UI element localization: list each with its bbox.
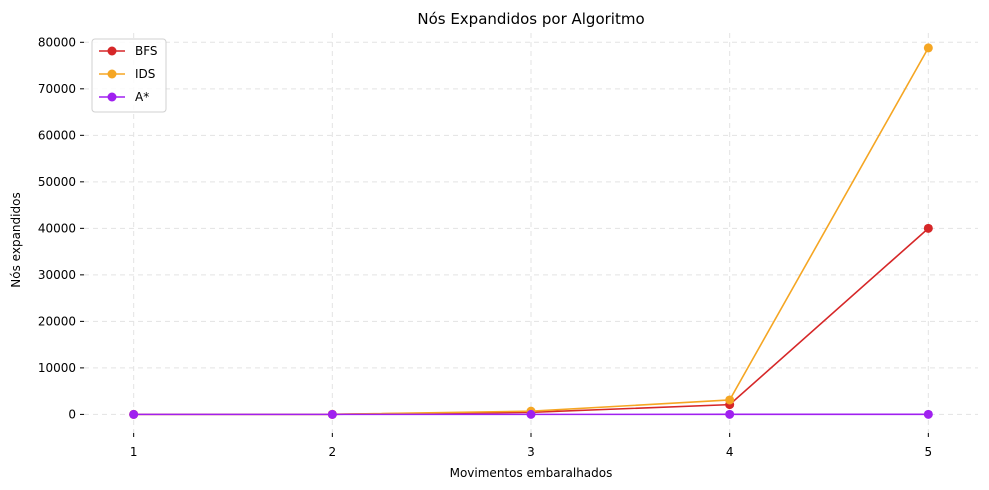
x-tick-label: 1 <box>130 445 138 459</box>
ticks-layer: 1 2 3 4 5 0 10000 20000 30000 40000 50000 60000 7000… <box>38 35 932 459</box>
data-point-ids <box>725 395 735 405</box>
x-tick-label: 4 <box>726 445 734 459</box>
x-tick-label: 2 <box>329 445 337 459</box>
chart-title: Nós Expandidos por Algoritmo <box>417 10 644 28</box>
y-tick-label: 80000 <box>38 35 76 49</box>
y-tick-label: 20000 <box>38 314 76 328</box>
data-point-a <box>327 409 337 419</box>
x-axis-label: Movimentos embaralhados <box>450 466 613 480</box>
legend-label-ids: IDS <box>135 67 155 81</box>
y-tick-label: 0 <box>68 407 76 421</box>
y-tick-label: 30000 <box>38 268 76 282</box>
y-tick-label: 50000 <box>38 175 76 189</box>
grid-layer <box>84 33 978 433</box>
y-tick-label: 60000 <box>38 128 76 142</box>
data-point-ids <box>923 43 933 53</box>
y-axis-label: Nós expandidos <box>9 192 23 287</box>
legend: BFS IDS A* <box>91 38 167 113</box>
data-point-a <box>129 409 139 419</box>
y-tick-label: 10000 <box>38 361 76 375</box>
legend-marker-bfs <box>107 46 117 56</box>
x-tick-label: 3 <box>527 445 535 459</box>
data-point-bfs <box>923 223 933 233</box>
y-tick-label: 40000 <box>38 221 76 235</box>
series-layer <box>129 43 933 419</box>
legend-marker-a <box>107 92 117 102</box>
data-point-a <box>923 409 933 419</box>
y-tick-label: 70000 <box>38 82 76 96</box>
legend-marker-ids <box>107 69 117 79</box>
data-point-a <box>725 409 735 419</box>
legend-label-a: A* <box>135 90 149 104</box>
x-tick-label: 5 <box>925 445 933 459</box>
legend-label-bfs: BFS <box>135 44 158 58</box>
data-point-a <box>526 409 536 419</box>
